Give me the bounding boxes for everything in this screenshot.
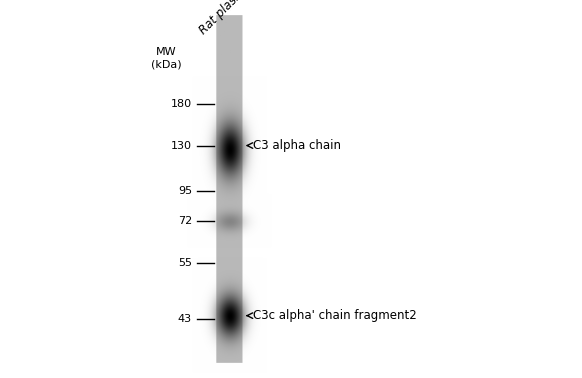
Text: 95: 95	[178, 186, 192, 196]
Text: C3c alpha' chain fragment2: C3c alpha' chain fragment2	[253, 309, 417, 322]
Text: Rat plasma: Rat plasma	[197, 0, 253, 37]
Text: MW
(kDa): MW (kDa)	[151, 47, 181, 70]
Text: 130: 130	[171, 141, 192, 150]
Text: 43: 43	[178, 314, 192, 324]
Text: C3 alpha chain: C3 alpha chain	[253, 139, 341, 152]
Text: 55: 55	[178, 258, 192, 268]
Text: 180: 180	[171, 99, 192, 109]
Text: 72: 72	[178, 216, 192, 226]
